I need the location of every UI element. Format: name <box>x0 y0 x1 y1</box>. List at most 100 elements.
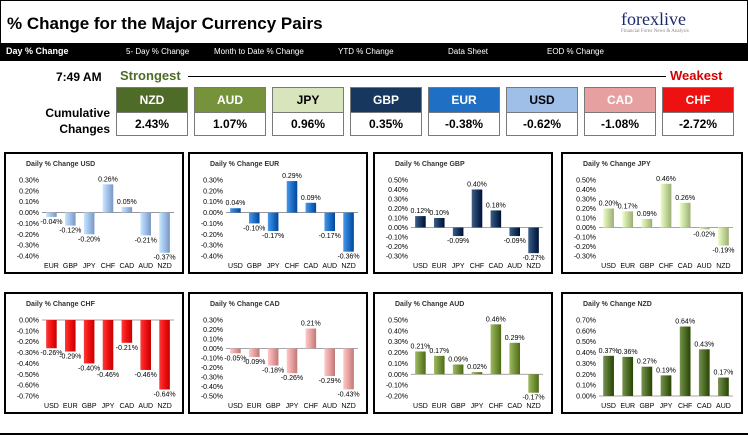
timestamp: 7:49 AM <box>56 70 102 84</box>
y-tick-label: 0.00% <box>576 394 596 401</box>
y-tick-label: 0.10% <box>576 383 596 390</box>
data-label: -0.02% <box>693 231 715 238</box>
bar <box>434 355 445 375</box>
bar <box>509 342 520 375</box>
bar <box>230 348 241 354</box>
chart-panel: Daily % Change AUD 0.50% 0.40% 0.30% 0.20% 0.… <box>373 292 553 414</box>
y-tick-label: -0.40% <box>17 361 39 368</box>
x-tick-label: EUR <box>247 403 262 410</box>
y-tick-label: 0.30% <box>203 178 223 185</box>
currency-box-usd: USD -0.62% <box>506 87 578 136</box>
bar <box>249 348 260 358</box>
bar <box>102 320 114 370</box>
bar <box>102 184 114 213</box>
y-tick-label: 0.10% <box>576 216 596 223</box>
x-tick-label: USD <box>413 403 428 410</box>
bar <box>324 348 335 377</box>
x-tick-label: NZD <box>526 403 540 410</box>
cumulative-changes-label: Cumulative Changes <box>45 106 110 136</box>
x-tick-label: GBP <box>639 263 654 270</box>
data-label: 0.46% <box>656 176 676 183</box>
chart-panel: Daily % Change NZD 0.70% 0.60% 0.50% 0.40% 0.… <box>561 292 743 414</box>
logo-tagline: Financial Forex News & Analysis <box>621 29 689 34</box>
tab-eod-change[interactable]: EOD % Change <box>547 47 604 56</box>
bar <box>415 351 426 375</box>
y-tick-label: 0.10% <box>203 199 223 206</box>
x-tick-label: GBP <box>63 263 78 270</box>
x-tick-label: CAD <box>507 403 522 410</box>
y-tick-label: 0.40% <box>576 350 596 357</box>
bar <box>343 348 354 390</box>
data-label: 0.29% <box>505 335 525 342</box>
currency-cumulative-value: -0.62% <box>507 112 577 136</box>
y-tick-label: -0.10% <box>386 235 408 242</box>
chart-title: Daily % Change NZD <box>583 301 652 308</box>
x-tick-label: CAD <box>488 263 503 270</box>
x-tick-label: EUR <box>432 403 447 410</box>
currency-box-gbp: GBP 0.35% <box>350 87 422 136</box>
data-label: -0.26% <box>40 350 62 357</box>
x-tick-label: CHF <box>470 263 484 270</box>
data-label: -0.04% <box>40 219 62 226</box>
data-label: 0.17% <box>429 348 449 355</box>
data-label: -0.43% <box>337 391 359 398</box>
x-tick-label: GBP <box>247 263 262 270</box>
y-tick-label: -0.30% <box>201 375 223 382</box>
data-label: -0.29% <box>319 378 341 385</box>
data-label: 0.26% <box>98 176 118 183</box>
y-tick-label: 0.40% <box>576 187 596 194</box>
tab-month-to-date-change[interactable]: Month to Date % Change <box>214 47 304 56</box>
data-label: -0.09% <box>504 238 526 245</box>
y-tick-label: 0.30% <box>576 197 596 204</box>
x-tick-label: USD <box>228 263 243 270</box>
x-tick-label: AUD <box>322 403 337 410</box>
chart-panel: Daily % Change USD 0.30% 0.20% 0.10% 0.00% -0… <box>4 152 184 274</box>
tab-ytd-change[interactable]: YTD % Change <box>338 47 394 56</box>
chart-title: Daily % Change USD <box>26 161 95 168</box>
data-label: 0.26% <box>675 195 695 202</box>
bar <box>471 372 483 375</box>
x-tick-label: JPY <box>286 403 299 410</box>
x-tick-label: CHF <box>489 403 503 410</box>
x-tick-label: GBP <box>82 403 97 410</box>
report-header: % Change for the Major Currency Pairs fo… <box>0 0 748 44</box>
y-tick-label: -0.20% <box>386 394 408 401</box>
bar-chart: Daily % Change EUR 0.30% 0.20% 0.10% 0.00% -0… <box>201 161 360 270</box>
y-tick-label: 0.00% <box>203 346 223 353</box>
bar <box>452 227 464 237</box>
y-tick-label: 0.30% <box>203 318 223 325</box>
y-tick-label: -0.40% <box>201 384 223 391</box>
bar-chart: Daily % Change JPY0.50%0.40%0.30%0.20%0.… <box>574 161 735 270</box>
currency-name: EUR <box>429 88 499 112</box>
currency-name: JPY <box>273 88 343 112</box>
y-tick-label: -0.10% <box>201 221 223 228</box>
strongest-label: Strongest <box>120 68 181 83</box>
bar <box>622 356 634 396</box>
bar <box>603 208 614 228</box>
currency-name: CHF <box>663 88 733 112</box>
bar <box>490 324 502 375</box>
tab-day-change[interactable]: Day % Change <box>6 46 69 56</box>
bar <box>140 320 151 370</box>
forexlive-logo[interactable]: forexlive Financial Forex News & Analysi… <box>621 9 689 34</box>
y-tick-label: 0.20% <box>19 188 39 195</box>
tab-data-sheet[interactable]: Data Sheet <box>448 47 489 56</box>
bar <box>121 207 133 213</box>
data-label: 0.09% <box>637 211 657 218</box>
x-tick-label: EUR <box>63 403 78 410</box>
currency-cumulative-value: 0.35% <box>351 112 421 136</box>
data-label: 0.64% <box>675 319 695 326</box>
y-tick-label: 0.20% <box>203 188 223 195</box>
data-label: 0.05% <box>117 199 137 206</box>
nav-tabs: Day % Change 5- Day % Change Month to Da… <box>0 44 748 61</box>
bar <box>509 227 520 237</box>
data-label: 0.19% <box>656 367 676 374</box>
tab-5-day-change[interactable]: 5- Day % Change <box>126 47 190 56</box>
bar <box>65 212 76 226</box>
currency-name: AUD <box>195 88 265 112</box>
currency-name: GBP <box>351 88 421 112</box>
data-label: -0.36% <box>337 254 359 261</box>
x-tick-label: EUR <box>44 263 59 270</box>
y-tick-label: -0.20% <box>17 339 39 346</box>
currency-cumulative-value: -1.08% <box>585 112 655 136</box>
